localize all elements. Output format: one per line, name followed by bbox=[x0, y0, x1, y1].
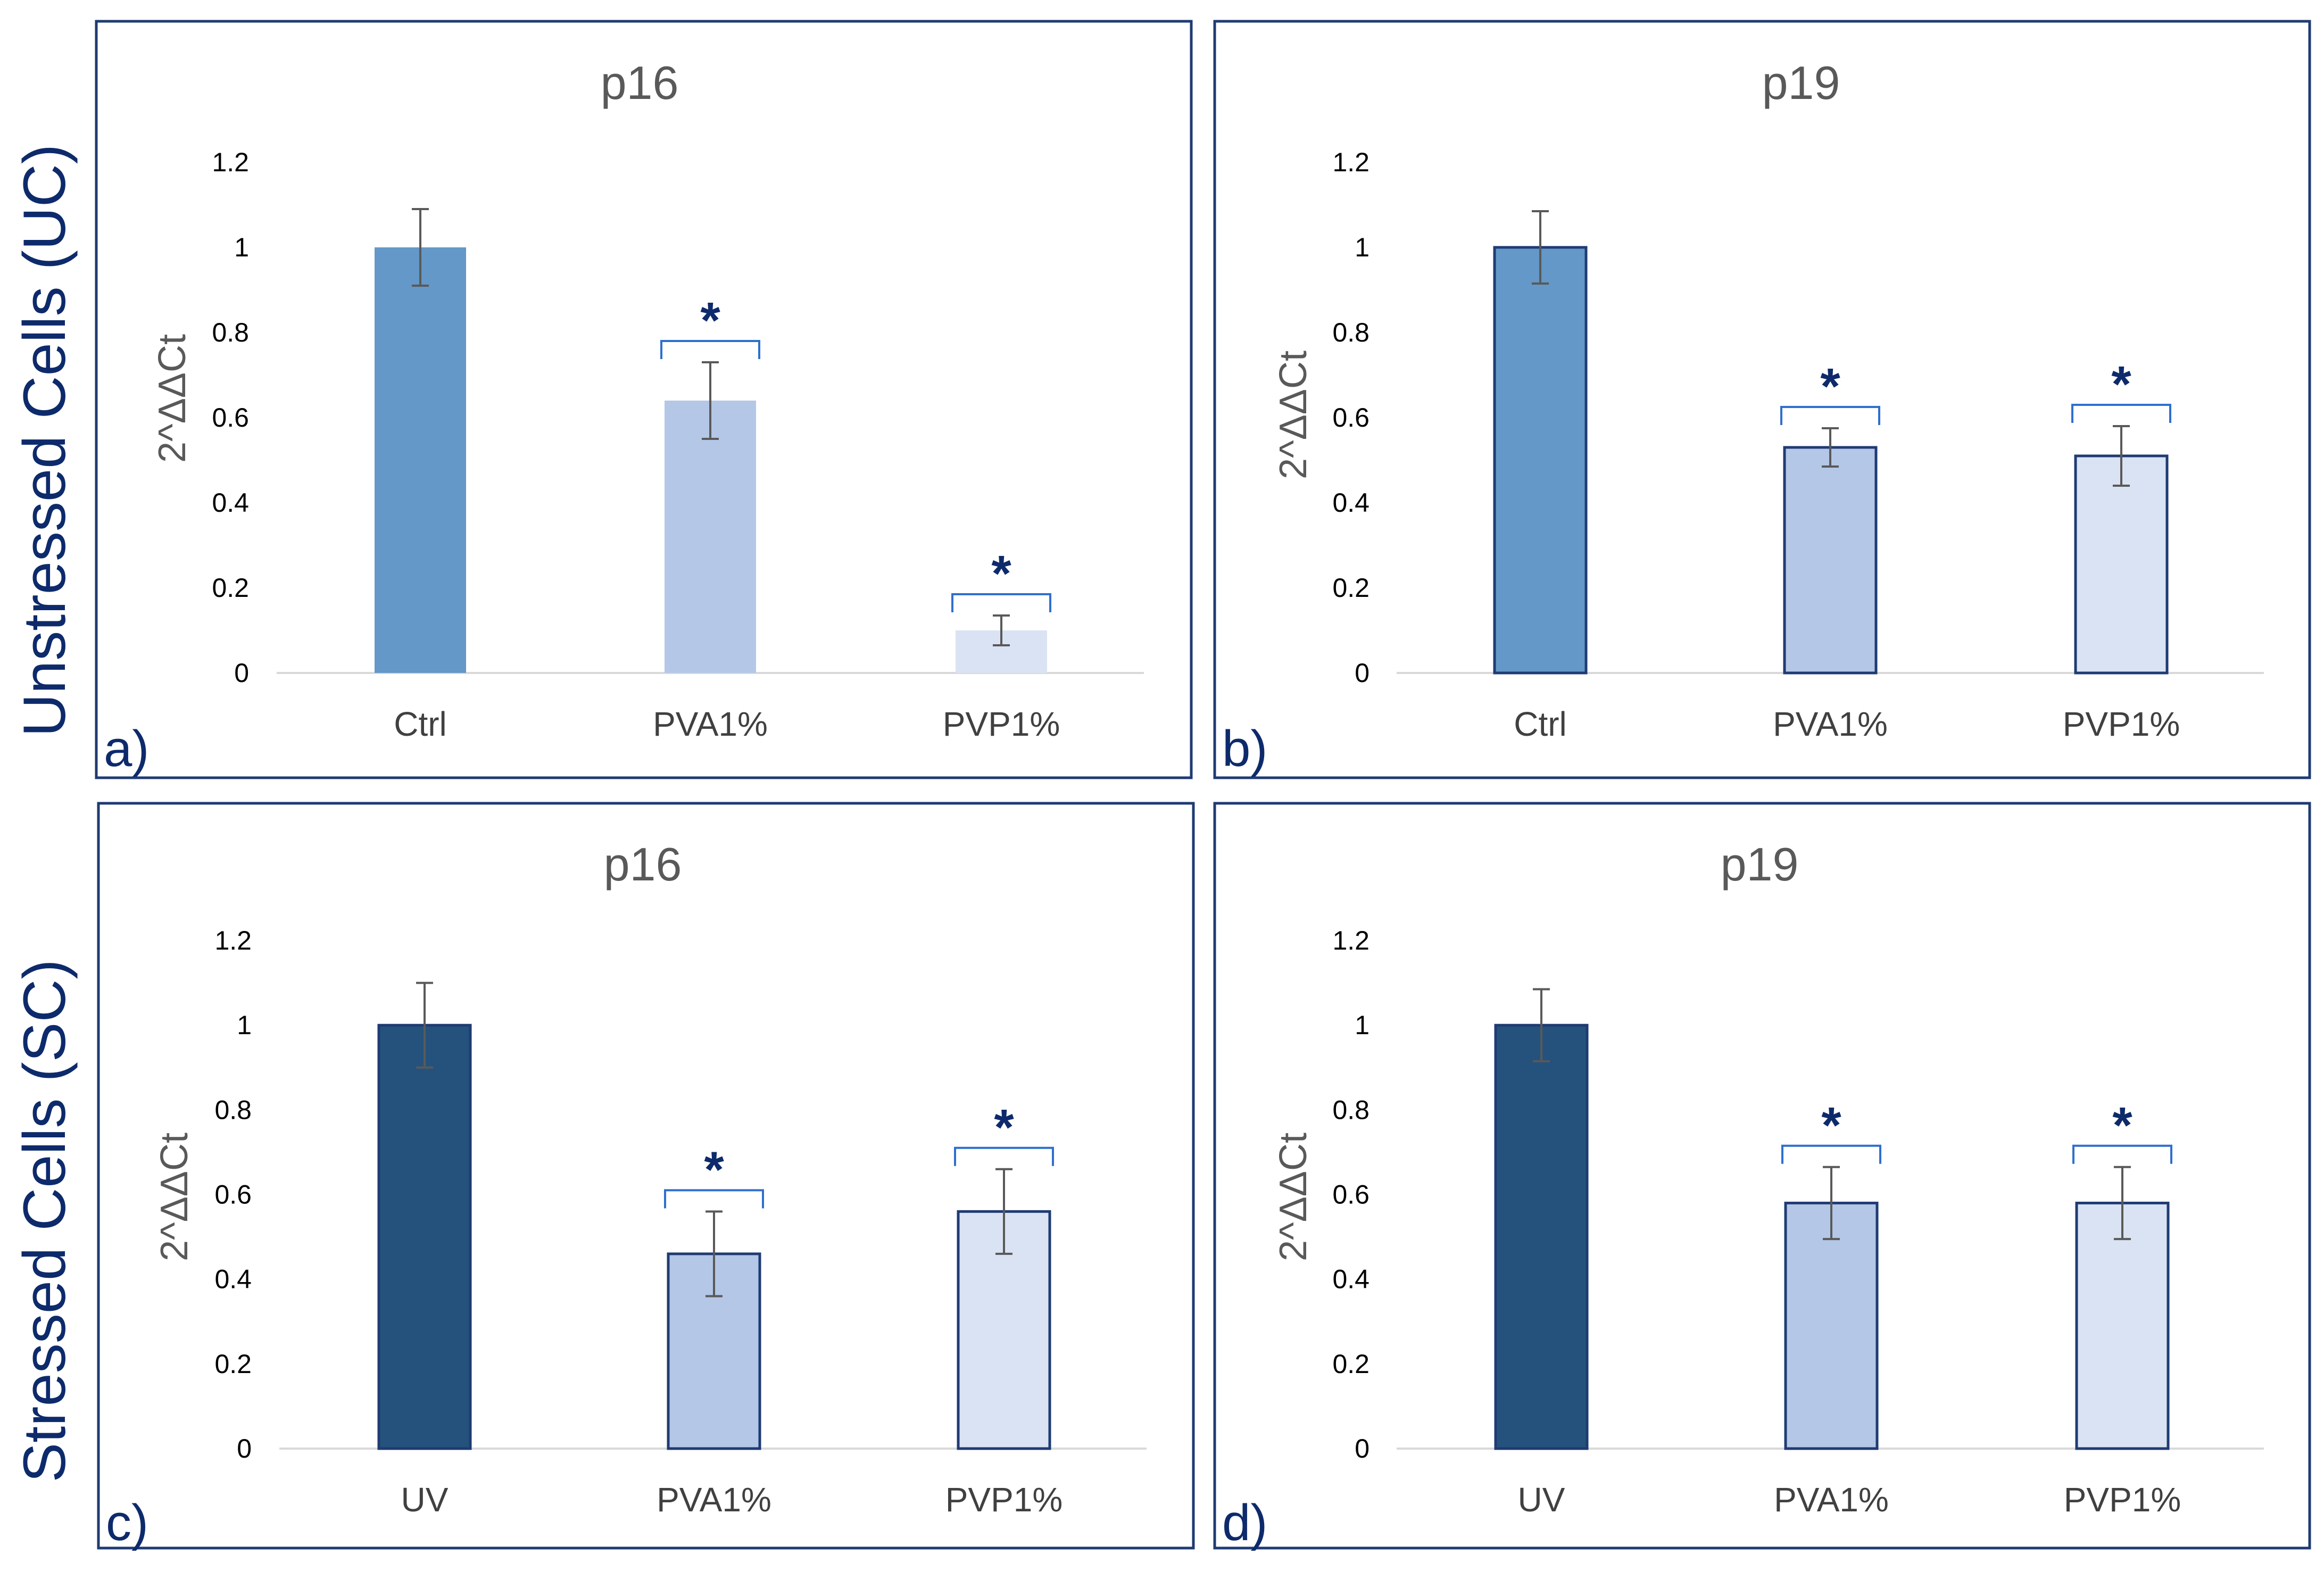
significance-bracket bbox=[664, 1189, 764, 1209]
significance-marker: * bbox=[991, 545, 1011, 602]
chart-panel-b: p19 2^ΔΔCt b) 0 0.2 0.4 0.6 0.8 1 1.2 Ctrl PVA1%… bbox=[1213, 20, 2311, 779]
bar bbox=[1783, 446, 1878, 675]
chart-title: p16 bbox=[601, 56, 679, 109]
x-tick-label: Ctrl bbox=[1514, 705, 1567, 743]
significance-marker: * bbox=[1821, 1097, 1841, 1154]
y-tick-label: 0 bbox=[237, 1434, 252, 1463]
bar bbox=[2074, 454, 2169, 675]
panel-frame bbox=[95, 20, 1193, 779]
x-tick-label: PVA1% bbox=[653, 705, 768, 743]
bar bbox=[665, 401, 756, 673]
bar bbox=[2075, 1201, 2170, 1450]
x-tick-label: PVP1% bbox=[2063, 705, 2180, 743]
x-tick-label: PVP1% bbox=[2064, 1480, 2181, 1519]
bar bbox=[377, 1024, 472, 1450]
x-tick-label: PVP1% bbox=[943, 705, 1060, 743]
panel-label: a) bbox=[104, 720, 149, 777]
x-tick-label: PVA1% bbox=[1773, 705, 1888, 743]
y-axis-label: 2^ΔΔCt bbox=[153, 1133, 196, 1261]
y-tick-label: 0.6 bbox=[1332, 403, 1370, 432]
significance-marker: * bbox=[2112, 1097, 2132, 1154]
y-tick-label: 0.4 bbox=[214, 1265, 252, 1294]
significance-bracket bbox=[951, 593, 1051, 612]
significance-bracket bbox=[2072, 1144, 2172, 1164]
panel-label: c) bbox=[106, 1494, 148, 1551]
panel-frame bbox=[97, 802, 1195, 1550]
y-tick-label: 0 bbox=[234, 658, 249, 688]
significance-marker: * bbox=[2111, 356, 2131, 413]
panel-frame bbox=[1213, 20, 2311, 779]
y-tick-label: 0.8 bbox=[1332, 1095, 1370, 1125]
y-tick-label: 0.2 bbox=[214, 1349, 252, 1379]
row-label-unstressed: Unstressed Cells (UC) bbox=[11, 144, 78, 737]
y-axis-label: 2^ΔΔCt bbox=[1272, 1133, 1315, 1261]
significance-marker: * bbox=[994, 1099, 1014, 1156]
y-tick-label: 0.2 bbox=[1332, 1349, 1370, 1379]
y-tick-label: 1 bbox=[1355, 1010, 1370, 1040]
y-tick-label: 0.6 bbox=[212, 403, 249, 432]
y-tick-label: 0.6 bbox=[214, 1180, 252, 1210]
bar bbox=[1494, 1024, 1589, 1450]
panel-label: d) bbox=[1222, 1494, 1267, 1551]
panel-frame bbox=[1213, 802, 2311, 1550]
significance-marker: * bbox=[704, 1141, 724, 1198]
y-tick-label: 1.2 bbox=[1332, 926, 1370, 955]
y-tick-label: 0.4 bbox=[1332, 1265, 1370, 1294]
row-label-stressed: Stressed Cells (SC) bbox=[11, 959, 78, 1482]
x-tick-label: PVA1% bbox=[657, 1480, 771, 1519]
x-tick-label: Ctrl bbox=[394, 705, 447, 743]
bar bbox=[375, 247, 466, 673]
y-tick-label: 0.6 bbox=[1332, 1180, 1370, 1210]
bar bbox=[1493, 246, 1588, 675]
significance-marker: * bbox=[1820, 358, 1840, 415]
significance-bracket bbox=[954, 1146, 1054, 1166]
y-tick-label: 1 bbox=[234, 232, 249, 262]
y-tick-label: 1.2 bbox=[214, 926, 252, 955]
y-tick-label: 0.2 bbox=[1332, 573, 1370, 603]
y-tick-label: 0.2 bbox=[212, 573, 249, 603]
y-tick-label: 1 bbox=[237, 1010, 252, 1040]
y-axis-label: 2^ΔΔCt bbox=[151, 334, 194, 463]
chart-title: p16 bbox=[604, 838, 682, 891]
y-tick-label: 1.2 bbox=[212, 147, 249, 177]
x-tick-label: UV bbox=[401, 1480, 449, 1519]
y-tick-label: 0.4 bbox=[212, 488, 249, 518]
y-tick-label: 0.8 bbox=[1332, 318, 1370, 347]
y-tick-label: 0.8 bbox=[212, 318, 249, 347]
significance-marker: * bbox=[700, 292, 720, 349]
x-tick-label: UV bbox=[1518, 1480, 1565, 1519]
y-tick-label: 0 bbox=[1355, 658, 1370, 688]
significance-bracket bbox=[1781, 1144, 1881, 1164]
significance-bracket bbox=[2071, 404, 2171, 423]
bar bbox=[1784, 1201, 1879, 1450]
y-tick-label: 1.2 bbox=[1332, 147, 1370, 177]
x-tick-label: PVP1% bbox=[945, 1480, 1063, 1519]
chart-panel-d: p19 2^ΔΔCt d) 0 0.2 0.4 0.6 0.8 1 1.2 UV PVA1% * P… bbox=[1213, 802, 2311, 1551]
chart-panel-a: p16 2^ΔΔCt a) 0 0.2 0.4 0.6 0.8 1 1.2 Ctrl PVA1%… bbox=[95, 20, 1193, 779]
chart-panel-c: p16 2^ΔΔCt c) 0 0.2 0.4 0.6 0.8 1 1.2 UV PVA1% * P… bbox=[97, 802, 1195, 1551]
significance-bracket bbox=[660, 340, 760, 359]
y-tick-label: 0.4 bbox=[1332, 488, 1370, 518]
chart-title: p19 bbox=[1721, 838, 1799, 891]
y-tick-label: 1 bbox=[1355, 232, 1370, 262]
y-tick-label: 0 bbox=[1355, 1434, 1370, 1463]
x-tick-label: PVA1% bbox=[1774, 1480, 1889, 1519]
significance-bracket bbox=[1780, 406, 1880, 425]
y-tick-label: 0.8 bbox=[214, 1095, 252, 1125]
chart-title: p19 bbox=[1762, 56, 1840, 109]
panel-label: b) bbox=[1222, 720, 1267, 777]
y-axis-label: 2^ΔΔCt bbox=[1272, 351, 1315, 479]
